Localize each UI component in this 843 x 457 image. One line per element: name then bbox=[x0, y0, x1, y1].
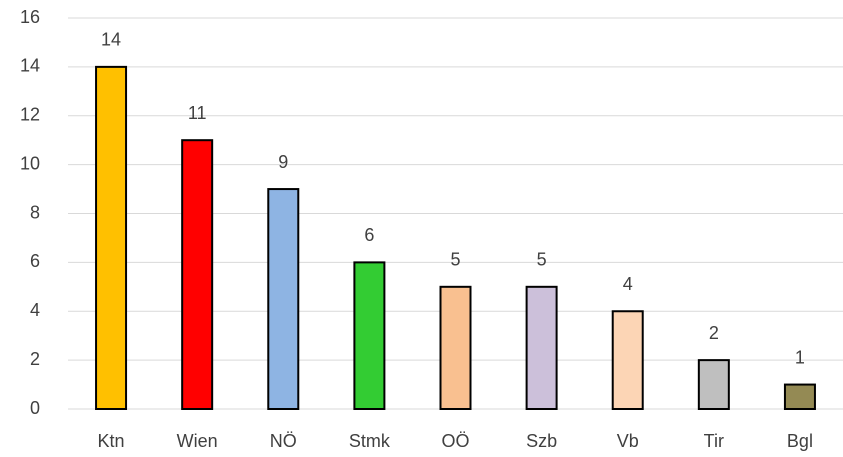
y-tick-label: 8 bbox=[30, 202, 40, 222]
data-label: 9 bbox=[278, 152, 288, 172]
data-label: 5 bbox=[450, 250, 460, 270]
x-tick-label: Stmk bbox=[349, 431, 391, 451]
data-label: 11 bbox=[188, 103, 207, 123]
bar bbox=[611, 310, 644, 410]
data-label: 2 bbox=[709, 323, 719, 343]
x-tick-label: Szb bbox=[526, 431, 557, 451]
data-label: 1 bbox=[795, 347, 805, 367]
x-tick-label: NÖ bbox=[270, 431, 297, 451]
bar bbox=[697, 359, 730, 410]
y-tick-label: 4 bbox=[30, 300, 40, 320]
y-tick-label: 16 bbox=[20, 7, 40, 27]
x-tick-label: Bgl bbox=[787, 431, 813, 451]
y-tick-label: 10 bbox=[20, 153, 40, 173]
x-tick-label: Ktn bbox=[98, 431, 125, 451]
x-tick-label: Tir bbox=[704, 431, 724, 451]
data-label: 4 bbox=[623, 274, 633, 294]
bar bbox=[439, 285, 472, 410]
y-tick-label: 0 bbox=[30, 398, 40, 418]
x-tick-label: Vb bbox=[617, 431, 639, 451]
bar bbox=[525, 285, 558, 410]
data-label: 6 bbox=[364, 225, 374, 245]
y-tick-label: 12 bbox=[20, 105, 40, 125]
data-label: 5 bbox=[537, 250, 547, 270]
bar bbox=[353, 261, 386, 410]
y-tick-label: 6 bbox=[30, 251, 40, 271]
x-tick-label: OÖ bbox=[441, 431, 469, 451]
x-tick-label: Wien bbox=[177, 431, 218, 451]
bar bbox=[267, 188, 300, 410]
bar bbox=[783, 383, 816, 410]
data-label: 14 bbox=[101, 30, 121, 50]
y-tick-label: 14 bbox=[20, 56, 40, 76]
y-tick-label: 2 bbox=[30, 349, 40, 369]
bar bbox=[95, 65, 128, 410]
bar bbox=[181, 139, 214, 410]
